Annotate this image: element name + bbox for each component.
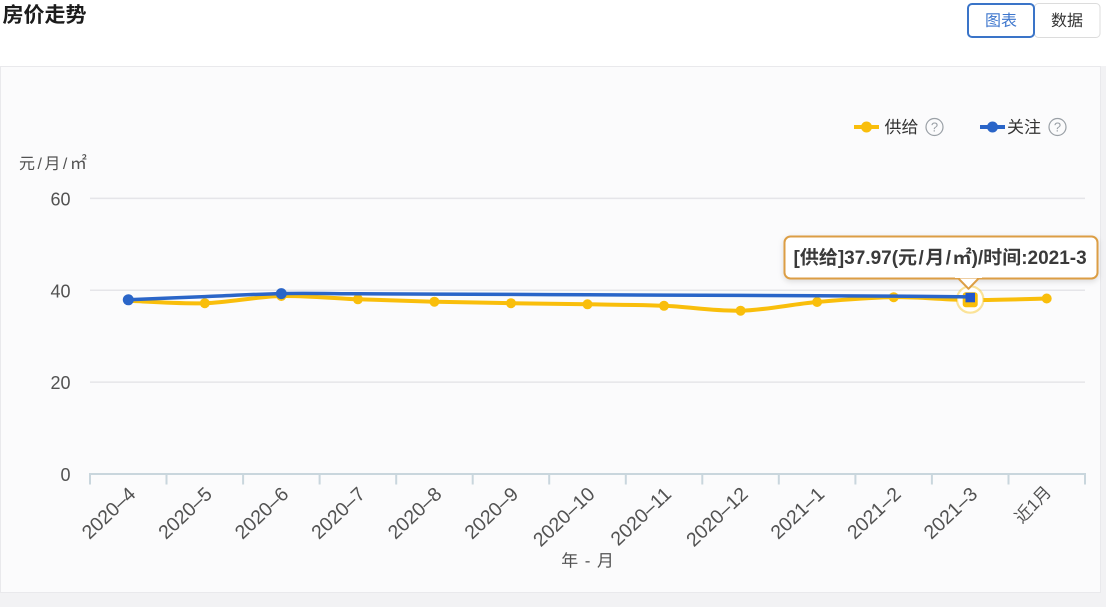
svg-text:0: 0 — [60, 465, 70, 485]
svg-text:60: 60 — [50, 189, 70, 209]
svg-text:20: 20 — [50, 373, 70, 393]
svg-text:-: - — [585, 552, 591, 571]
svg-text:/: / — [38, 156, 43, 173]
svg-text:40: 40 — [50, 281, 70, 301]
svg-text:?: ? — [1054, 120, 1061, 135]
svg-text:)/: )/ — [972, 248, 984, 269]
svg-text:/: / — [919, 248, 925, 269]
svg-text:]37.97(: ]37.97( — [838, 248, 899, 269]
svg-text:/: / — [63, 156, 68, 173]
svg-text:/: / — [946, 248, 952, 269]
svg-text:?: ? — [931, 120, 938, 135]
svg-text::2021-3: :2021-3 — [1021, 248, 1086, 269]
svg-text:[: [ — [794, 248, 801, 269]
